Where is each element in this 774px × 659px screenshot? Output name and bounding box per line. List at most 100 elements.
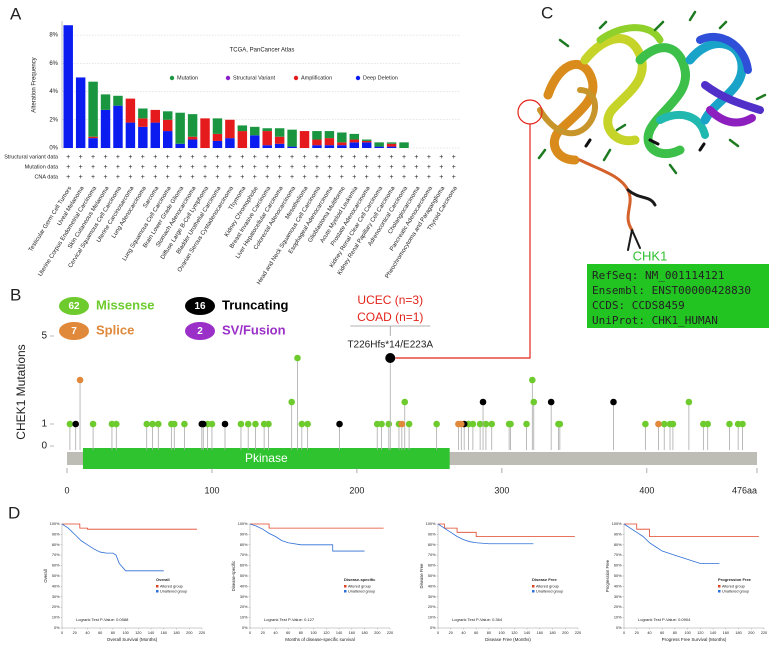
lollipop-head <box>457 420 465 428</box>
data-row-symbol: + <box>178 154 182 161</box>
x-tick-label: 120 <box>697 631 703 635</box>
protein-info: UniProt: CHK1_HUMAN <box>592 314 718 327</box>
survival-curve <box>250 523 384 529</box>
data-row-symbol: + <box>203 174 207 181</box>
data-row-symbol: + <box>141 174 145 181</box>
y-tick-label: 100% <box>612 522 622 526</box>
bar-segment <box>287 129 297 147</box>
x-tick-label: 220 <box>387 631 393 635</box>
bar-segment <box>250 126 260 136</box>
data-row-symbol: + <box>203 164 207 171</box>
data-row-symbol: + <box>215 154 219 161</box>
legend-count: 16 <box>194 301 206 312</box>
legend-label: Amplification <box>301 75 332 81</box>
bar-segment <box>225 138 235 148</box>
bar-segment <box>187 114 198 137</box>
data-row-symbol: + <box>66 164 70 171</box>
legend-label: Structural Variant <box>233 75 276 81</box>
bar-segment <box>274 128 285 137</box>
data-row-symbol: + <box>377 174 381 181</box>
lollipop-head <box>469 420 477 428</box>
x-tick-label: 60 <box>286 631 290 635</box>
data-row-symbol: + <box>153 154 157 161</box>
lollipop-head <box>199 420 207 428</box>
legend-label: SV/Fusion <box>222 322 286 337</box>
survival-curve <box>623 523 720 564</box>
data-row-symbol: + <box>66 174 70 181</box>
data-row-symbol: + <box>116 174 120 181</box>
bar-segment <box>299 131 310 148</box>
data-row-symbol: + <box>240 164 244 171</box>
bar-segment <box>312 139 322 146</box>
x-tick-label: 80 <box>111 631 115 635</box>
lollipop-head <box>482 420 490 428</box>
lollipop-head <box>704 420 712 428</box>
data-row-symbol: + <box>128 154 132 161</box>
data-row-symbol: + <box>439 154 443 161</box>
x-tick-label: 200 <box>374 631 380 635</box>
x-tick-label: 60 <box>660 631 664 635</box>
bar-segment <box>138 108 148 119</box>
lollipop-head <box>288 398 295 406</box>
x-tick-label: 100 <box>122 631 128 635</box>
legend-badge <box>59 322 89 340</box>
protein-info: Ensembl: ENST00000428830 <box>592 284 751 297</box>
data-row-symbol: + <box>427 154 431 161</box>
bar-segment <box>88 138 98 148</box>
data-row-symbol: + <box>377 164 381 171</box>
legend-count: 62 <box>68 301 80 312</box>
lollipop-head <box>294 354 301 362</box>
y-tick-label: 2% <box>49 117 58 123</box>
bar-segment <box>312 145 322 148</box>
data-row-symbol: + <box>153 164 157 171</box>
data-row-label: Mutation data <box>25 164 59 170</box>
bar-segment <box>175 143 185 148</box>
bar-segment <box>274 143 285 148</box>
bar-segment <box>225 119 235 139</box>
legend-label: Mutation <box>177 75 198 81</box>
y-tick-label: 0% <box>54 626 60 630</box>
survival-curve <box>249 523 365 552</box>
x-tick-label: 140 <box>148 631 154 635</box>
bar-segment <box>386 146 397 148</box>
data-row-symbol: + <box>116 164 120 171</box>
bar-segment <box>113 105 123 148</box>
legend-label: Altered group <box>722 584 745 588</box>
y-tick-label: 8% <box>49 33 58 39</box>
data-row-symbol: + <box>327 174 331 181</box>
y-tick-label: 0 <box>41 441 47 452</box>
data-row-symbol: + <box>191 154 195 161</box>
bar-segment <box>150 122 161 148</box>
y-tick-label: 70% <box>240 553 248 557</box>
data-row-symbol: + <box>340 154 344 161</box>
data-row-symbol: + <box>228 154 232 161</box>
data-row-symbol: + <box>103 164 107 171</box>
legend-label: Deep Deletion <box>363 75 398 81</box>
data-row-symbol: + <box>153 174 157 181</box>
lollipop-head <box>401 398 409 406</box>
bar-segment <box>324 138 335 146</box>
data-row-symbol: + <box>141 154 145 161</box>
lollipop-head <box>488 420 496 428</box>
bar-segment <box>399 142 409 148</box>
y-tick-label: 80% <box>52 543 60 547</box>
data-row-symbol: + <box>265 154 269 161</box>
legend-label: Unaltered group <box>536 589 563 593</box>
lollipop-head <box>265 420 272 428</box>
data-row-symbol: + <box>427 164 431 171</box>
data-row-symbol: + <box>302 164 306 171</box>
legend-label: Altered group <box>348 584 371 588</box>
y-axis-label: Disease-specific <box>231 561 236 592</box>
bar-segment <box>162 131 173 148</box>
legend-swatch <box>718 590 721 593</box>
bar-segment <box>200 118 210 148</box>
data-row-symbol: + <box>377 154 381 161</box>
lollipop-head <box>155 420 162 428</box>
data-row-symbol: + <box>352 174 356 181</box>
data-row-label: CNA data <box>34 174 58 180</box>
bar-segment <box>212 140 223 148</box>
lollipop-head <box>398 420 406 428</box>
data-row-symbol: + <box>265 174 269 181</box>
note: Logrank Test P-Value: 0.364 <box>452 617 503 622</box>
data-row-symbol: + <box>116 154 120 161</box>
